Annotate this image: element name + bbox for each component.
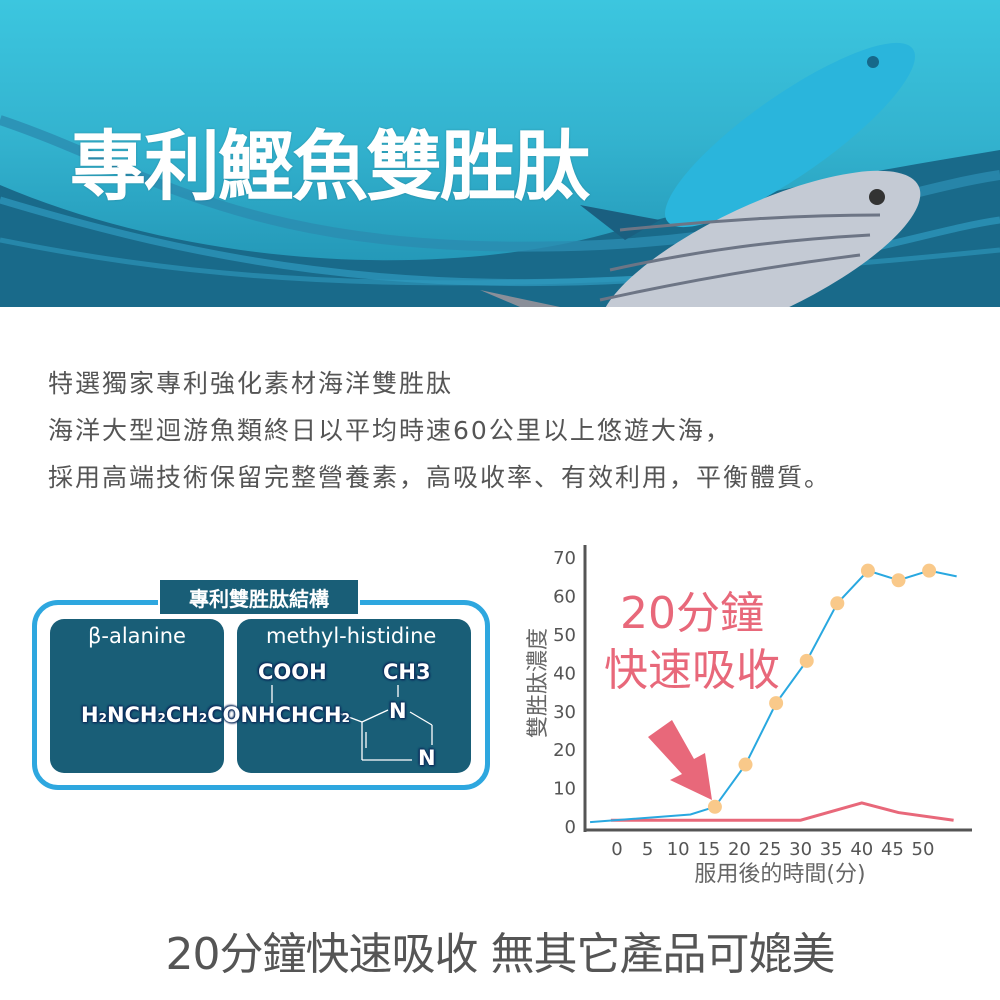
series-line-1 [610,801,954,822]
nitrogen-1: N [389,699,407,723]
y-axis-title: 雙胜肽濃度 [526,627,551,738]
beta-alanine-label: β-alanine [88,624,186,648]
methyl-histidine-label: methyl-histidine [266,624,437,648]
x-tick-label: 50 [912,839,935,860]
footer-slogan: 20分鐘快速吸收 無其它產品可媲美 [165,929,836,980]
x-axis-title: 服用後的時間(分) [694,862,866,887]
intro-line-3: 採用高端技術保留完整營養素，高吸收率、有效利用，平衡體質。 [48,463,832,492]
cooh-group: COOH [258,660,327,684]
data-point [891,573,906,588]
y-tick-label: 40 [553,663,576,684]
x-tick-label: 20 [728,839,751,860]
banner-title: 專利鰹魚雙胜肽 [70,122,590,211]
y-tick-label: 60 [553,587,576,608]
intro-line-1: 特選獨家專利強化素材海洋雙胜肽 [48,369,454,398]
methyl-histidine-panel [237,619,471,773]
annotation-line-1: 20分鐘 [620,588,764,639]
data-point [738,757,753,772]
y-tick-label: 20 [553,740,576,761]
annotation-line-2: 快速吸收 [604,645,780,696]
data-point [799,653,814,668]
chemical-formula-chain: H2NCH2CH2CONHCHCH2 [81,703,350,727]
beta-alanine-panel [50,619,224,773]
x-tick-label: 0 [611,839,622,860]
blue-fish-icon [580,42,915,240]
structure-title: 專利雙胜肽結構 [158,578,360,616]
x-tick-label: 40 [850,839,873,860]
data-point [860,563,875,578]
y-tick-label: 30 [553,702,576,723]
y-tick-label: 50 [553,625,576,646]
y-tick-label: 0 [565,817,576,838]
data-point [830,596,845,611]
x-tick-label: 45 [881,839,904,860]
x-tick-label: 25 [759,839,782,860]
data-point [922,563,937,578]
x-tick-label: 15 [697,839,720,860]
ocean-waves-fish-illustration [0,42,1000,307]
silver-fish-icon [480,170,921,307]
x-tick-label: 5 [642,839,653,860]
y-tick-label: 70 [553,548,576,569]
y-tick-label: 10 [553,779,576,800]
x-tick-label: 10 [667,839,690,860]
x-tick-label: 35 [820,839,843,860]
arrow-icon [648,720,712,800]
intro-line-2: 海洋大型迴游魚類終日以平均時速60公里以上悠遊大海， [48,416,732,445]
nitrogen-2: N [418,746,436,770]
data-point [769,696,784,711]
x-tick-label: 30 [789,839,812,860]
hero-banner: 專利鰹魚雙胜肽 [0,0,1000,307]
data-point [707,799,722,814]
ch3-group: CH3 [383,660,431,684]
